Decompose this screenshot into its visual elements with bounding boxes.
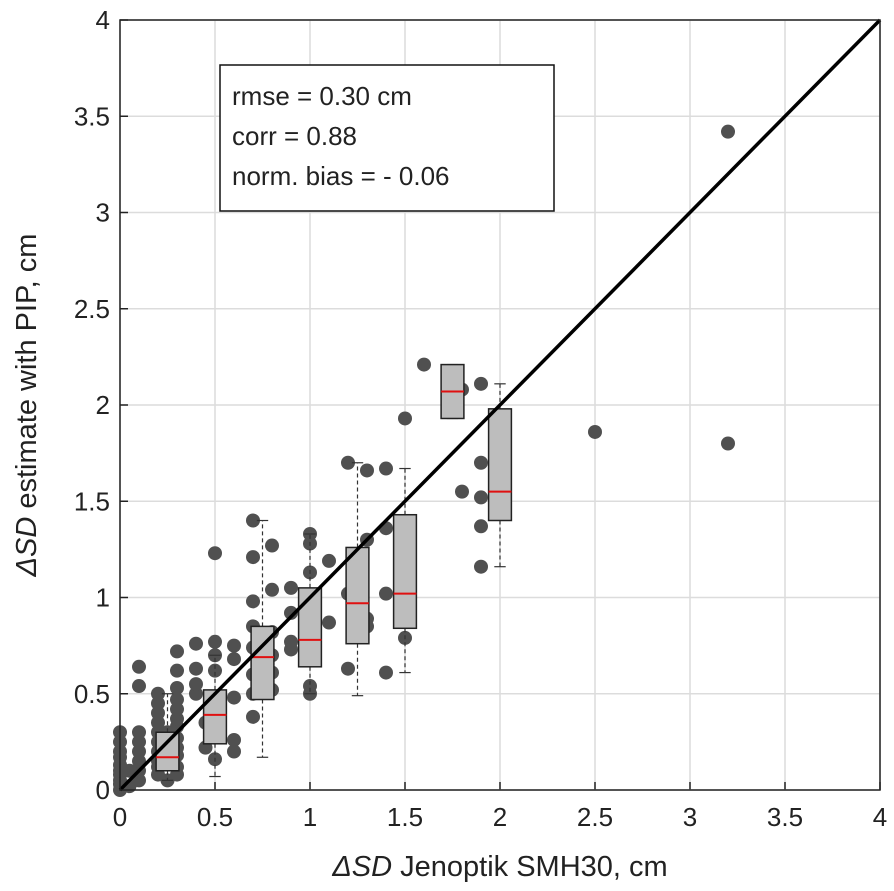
x-tick-label: 0: [113, 802, 127, 832]
y-tick-label: 2: [96, 390, 110, 420]
y-tick-label: 4: [96, 5, 110, 35]
point: [208, 634, 222, 649]
box: [487, 408, 513, 522]
box: [345, 546, 370, 645]
x-axis-label: ΔSD Jenoptik SMH30, cm: [331, 851, 667, 883]
point: [132, 744, 146, 759]
point: [398, 411, 412, 426]
x-tick-label: 2.5: [577, 802, 613, 832]
x-tick-label: 0.5: [197, 802, 233, 832]
point: [284, 580, 298, 595]
point: [322, 553, 336, 568]
point: [721, 124, 735, 139]
box: [392, 513, 418, 630]
point: [132, 754, 146, 769]
point: [721, 436, 735, 451]
plot-frame: [119, 19, 881, 791]
point: [474, 490, 488, 505]
point: [379, 665, 393, 680]
point: [360, 463, 374, 478]
point: [474, 519, 488, 534]
point: [322, 615, 336, 630]
x-tick-label: 4: [873, 802, 887, 832]
point: [227, 652, 241, 667]
point: [132, 773, 146, 788]
point: [379, 586, 393, 601]
point: [284, 605, 298, 620]
point: [265, 538, 279, 553]
point: [246, 550, 260, 565]
x-label-text: Jenoptik SMH30, cm: [392, 851, 668, 883]
annotation-line: corr = 0.88: [232, 121, 357, 151]
point: [455, 484, 469, 499]
point: [170, 692, 184, 707]
x-tick-label: 3: [683, 802, 697, 832]
annotation-line: rmse = 0.30 cm: [232, 81, 412, 111]
point: [189, 677, 203, 692]
point: [208, 546, 222, 561]
point: [189, 686, 203, 701]
point: [132, 734, 146, 749]
annotation-box: [219, 64, 555, 212]
x-tick-label: 1: [303, 802, 317, 832]
y-label-symbol: ΔSD: [11, 517, 43, 578]
point: [170, 680, 184, 695]
point: [132, 659, 146, 674]
annotation-line: norm. bias = - 0.06: [232, 161, 450, 191]
y-tick-label: 0: [96, 775, 110, 805]
box: [250, 625, 275, 701]
y-label-text: estimate with PIP, cm: [11, 234, 43, 517]
reference-line: [118, 18, 882, 792]
y-tick-label: 3.5: [74, 101, 110, 131]
y-tick-label: 0.5: [74, 679, 110, 709]
y-tick-label: 2.5: [74, 294, 110, 324]
x-label-symbol: ΔSD: [331, 851, 392, 883]
point: [588, 424, 602, 439]
box: [297, 587, 323, 668]
point: [227, 744, 241, 759]
y-tick-label: 1.5: [74, 486, 110, 516]
y-tick-label: 1: [96, 583, 110, 613]
point: [474, 376, 488, 391]
point: [151, 686, 165, 701]
point: [417, 357, 431, 372]
point: [474, 455, 488, 470]
point: [246, 594, 260, 609]
point: [246, 513, 260, 528]
box: [202, 689, 228, 745]
point: [170, 644, 184, 659]
x-tick-label: 1.5: [387, 802, 423, 832]
y-tick-label: 3: [96, 198, 110, 228]
point: [246, 709, 260, 724]
point: [170, 711, 184, 726]
point: [189, 661, 203, 676]
point: [151, 706, 165, 720]
point: [132, 725, 146, 740]
point: [284, 642, 298, 657]
point: [189, 636, 203, 651]
point: [474, 559, 488, 574]
x-tick-label: 2: [493, 802, 507, 832]
x-tick-label: 3.5: [767, 802, 803, 832]
point: [151, 715, 165, 730]
annotation: rmse = 0.30 cm corr = 0.88 norm. bias = - …: [219, 64, 555, 212]
point: [265, 582, 279, 597]
point: [227, 732, 241, 747]
point: [151, 696, 165, 711]
point: [341, 455, 355, 470]
point: [170, 702, 184, 717]
point: [341, 661, 355, 676]
point: [227, 690, 241, 705]
point: [208, 663, 222, 678]
point: [227, 638, 241, 653]
point: [132, 679, 146, 694]
point: [170, 663, 184, 678]
point: [379, 461, 393, 476]
y-axis-label: ΔSD estimate with PIP, cm: [11, 234, 43, 578]
